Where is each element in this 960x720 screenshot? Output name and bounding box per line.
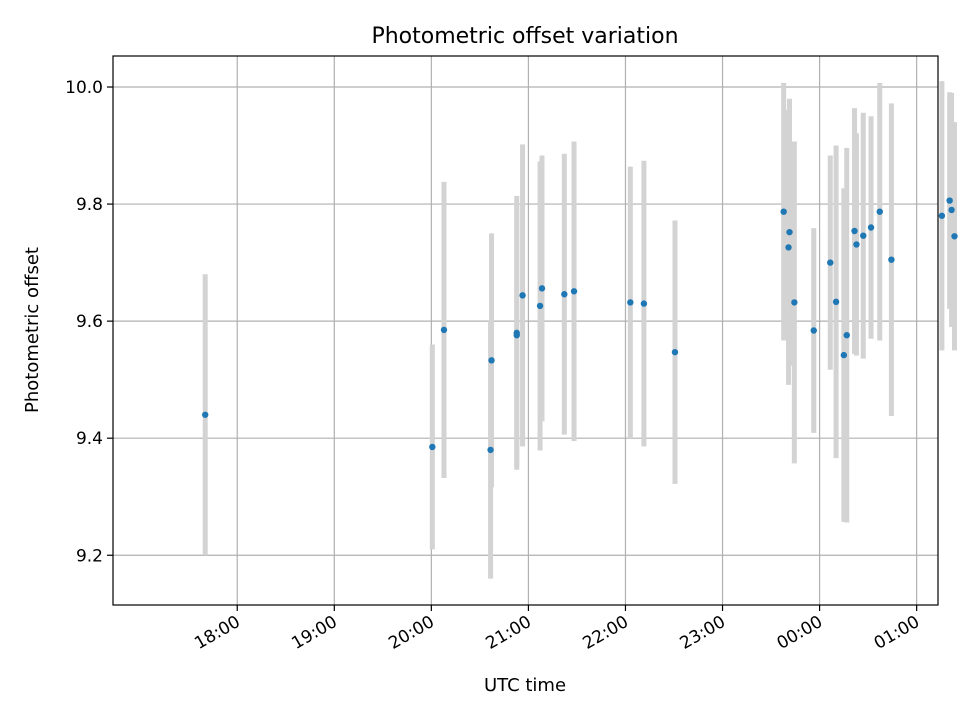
data-point <box>827 259 834 266</box>
x-tick-label: 19:00 <box>288 612 340 654</box>
y-tick-label: 10.0 <box>65 78 103 98</box>
data-point <box>948 206 955 214</box>
data-point <box>843 331 850 339</box>
x-tick-label: 23:00 <box>677 612 729 654</box>
data-point <box>429 443 436 451</box>
y-axis-label: Photometric offset <box>22 247 43 413</box>
data-point <box>888 256 895 263</box>
chart-title: Photometric offset variation <box>371 24 678 49</box>
data-point <box>938 212 946 219</box>
error-bars <box>202 81 957 579</box>
data-point <box>867 224 875 231</box>
plot-frame <box>112 55 939 606</box>
data-point <box>786 228 793 236</box>
data-point <box>791 299 798 306</box>
x-tick-label: 21:00 <box>482 612 534 654</box>
data-point <box>876 208 883 215</box>
data-point <box>810 327 817 334</box>
data-point <box>640 300 648 307</box>
x-tick-label: 00:00 <box>774 612 826 654</box>
x-tick-label: 20:00 <box>385 612 437 654</box>
data-point <box>780 208 787 215</box>
y-tick-label: 9.4 <box>76 429 103 449</box>
data-point <box>440 326 448 334</box>
data-point <box>946 197 953 204</box>
data-point <box>840 351 848 359</box>
data-point <box>785 244 792 251</box>
x-axis-label: UTC time <box>484 675 566 696</box>
data-point <box>538 285 546 292</box>
x-tick-label: 01:00 <box>871 612 923 654</box>
y-tick-label: 9.6 <box>76 312 103 332</box>
data-point <box>853 241 860 248</box>
data-point <box>536 302 544 310</box>
data-point <box>671 348 679 356</box>
data-point <box>832 298 840 306</box>
data-point <box>627 299 634 306</box>
data-points <box>202 197 958 454</box>
data-point <box>860 232 867 239</box>
data-point <box>951 233 958 240</box>
data-point <box>513 331 520 339</box>
data-point <box>851 227 858 235</box>
grid-lines <box>113 56 938 605</box>
x-tick-label: 22:00 <box>580 612 632 654</box>
data-point <box>487 446 494 454</box>
data-point <box>202 411 209 418</box>
data-point <box>519 292 526 299</box>
data-point <box>570 288 578 295</box>
y-tick-label: 9.8 <box>76 195 103 215</box>
data-point <box>561 291 568 298</box>
y-tick-label: 9.2 <box>76 546 103 566</box>
data-point <box>488 357 495 364</box>
x-tick-label: 18:00 <box>191 612 243 654</box>
